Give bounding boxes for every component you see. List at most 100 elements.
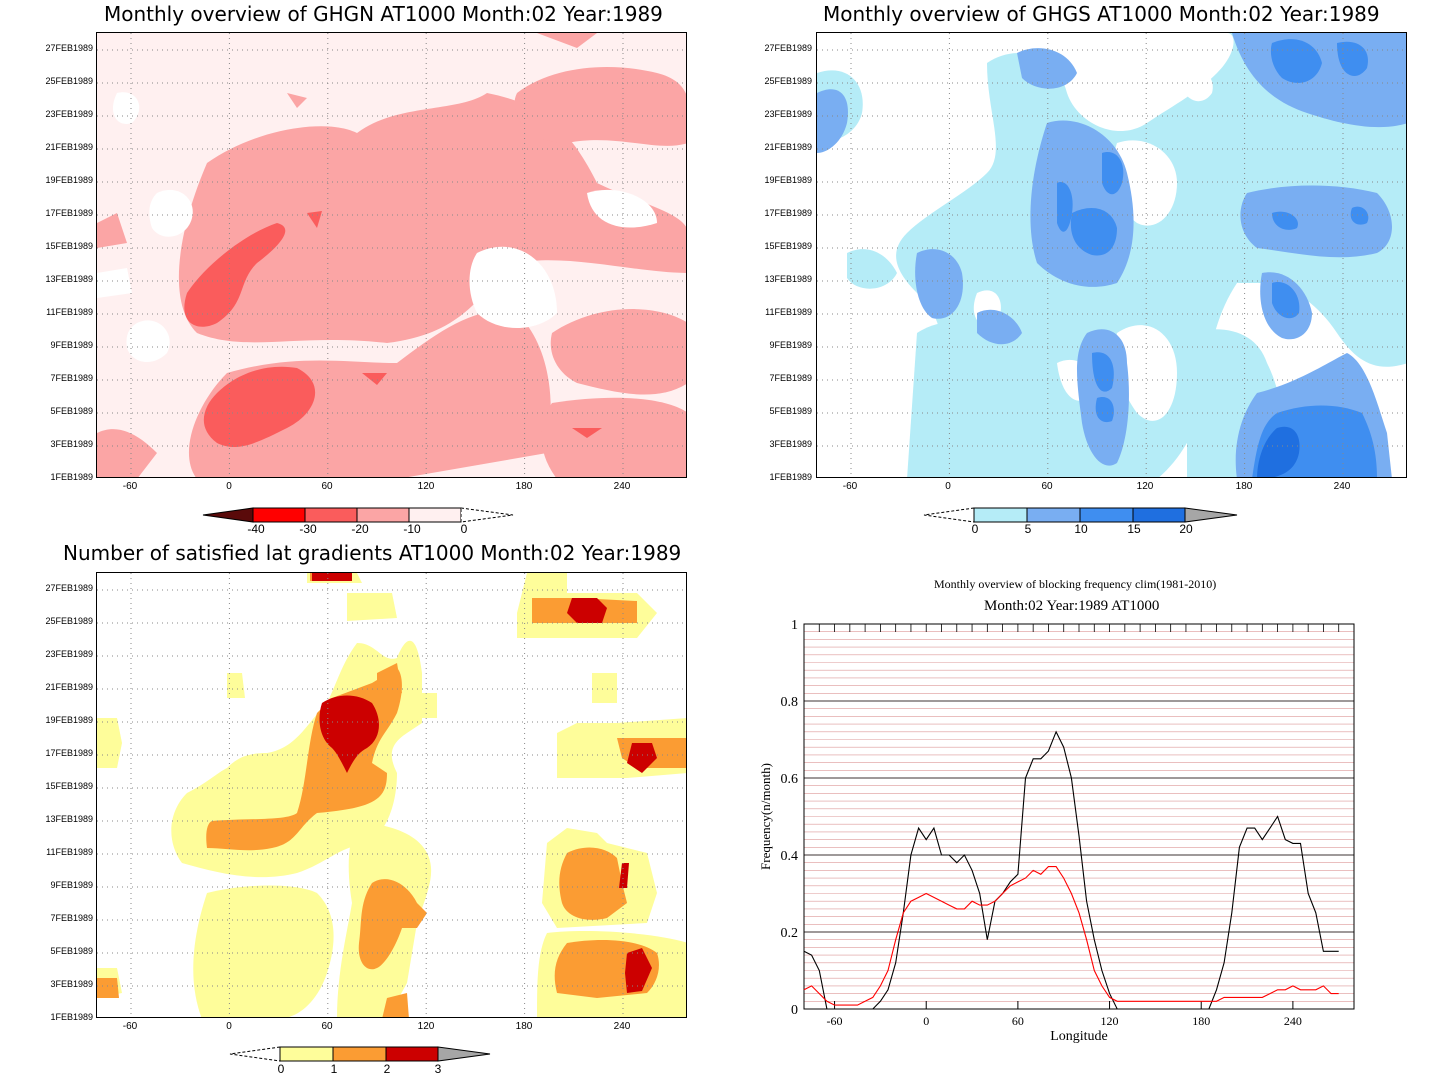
ghgs-plot [816, 32, 1407, 478]
date-label: 17FEB1989 [764, 208, 812, 218]
date-label: 25FEB1989 [45, 616, 93, 626]
x-tick-label: 180 [1192, 1014, 1210, 1028]
date-label: 1FEB1989 [50, 472, 93, 482]
lon-label: 0 [226, 1021, 232, 1032]
lon-label: 60 [321, 481, 333, 492]
colorbar-label: 0 [971, 522, 979, 536]
lon-label: 120 [417, 481, 435, 492]
date-label: 9FEB1989 [769, 340, 812, 350]
lon-label: 60 [1041, 481, 1053, 492]
colorbar-label: 1 [330, 1062, 338, 1076]
y-tick-label: 0 [791, 1003, 798, 1018]
colorbar-label: 10 [1074, 522, 1088, 536]
ghgs-field [817, 33, 1406, 477]
date-label: 9FEB1989 [50, 880, 93, 890]
lon-label: 180 [515, 1021, 533, 1032]
date-label: 15FEB1989 [764, 241, 812, 251]
lon-label: 180 [515, 481, 533, 492]
date-label: 11FEB1989 [46, 307, 93, 317]
grid-lines [817, 33, 1406, 477]
freq-chart: 0 0.2 0.4 0.6 0.8 1 -60 0 60 120 180 240 Longitude Fr… [758, 618, 1355, 1044]
date-label: 13FEB1989 [45, 274, 93, 284]
grid-lines [97, 33, 686, 477]
ghgn-plot [96, 32, 687, 478]
lon-label: 0 [226, 481, 232, 492]
lon-label: 0 [945, 481, 951, 492]
colorbar-label: 20 [1179, 522, 1193, 536]
date-label: 23FEB1989 [764, 109, 812, 119]
grad-title: Number of satisfied lat gradients AT1000… [63, 541, 682, 565]
date-label: 21FEB1989 [45, 682, 93, 692]
lon-label: 120 [417, 1021, 435, 1032]
date-label: 27FEB1989 [45, 43, 93, 53]
lon-label: 180 [1235, 481, 1253, 492]
y-tick-label: 0.4 [781, 849, 799, 864]
series-line [803, 866, 1339, 1006]
date-label: 7FEB1989 [769, 373, 812, 383]
y-tick-label: 0.6 [781, 772, 799, 787]
x-tick-label: 0 [923, 1014, 929, 1028]
date-label: 13FEB1989 [764, 274, 812, 284]
colorbar-label: 3 [434, 1062, 442, 1076]
lon-label: 240 [613, 481, 631, 492]
date-label: 19FEB1989 [45, 715, 93, 725]
x-tick-label: -60 [827, 1014, 843, 1028]
colorbar-label: -30 [299, 522, 317, 536]
colorbar-label: -10 [403, 522, 421, 536]
date-label: 19FEB1989 [45, 175, 93, 185]
date-label: 13FEB1989 [45, 814, 93, 824]
date-label: 3FEB1989 [769, 439, 812, 449]
date-label: 27FEB1989 [45, 583, 93, 593]
freq-title: Monthly overview of blocking frequency c… [934, 577, 1217, 591]
date-label: 25FEB1989 [764, 76, 812, 86]
date-label: 3FEB1989 [50, 439, 93, 449]
date-label: 15FEB1989 [45, 241, 93, 251]
date-label: 19FEB1989 [764, 175, 812, 185]
grad-plot [96, 572, 687, 1018]
date-label: 25FEB1989 [45, 76, 93, 86]
grad-field [97, 573, 686, 1017]
x-tick-label: 120 [1101, 1014, 1119, 1028]
x-axis-label: Longitude [1050, 1029, 1108, 1044]
ghgs-colorbar [923, 507, 1238, 523]
lon-label: -60 [122, 481, 138, 492]
colorbar-label: -20 [351, 522, 369, 536]
lon-label: 120 [1136, 481, 1154, 492]
lon-label: 240 [1333, 481, 1351, 492]
colorbar-label: -40 [247, 522, 265, 536]
date-label: 23FEB1989 [45, 649, 93, 659]
date-label: 7FEB1989 [50, 913, 93, 923]
freq-subtitle: Month:02 Year:1989 AT1000 [984, 598, 1160, 614]
grad-colorbar [229, 1046, 491, 1062]
grid-lines [97, 573, 686, 1017]
date-label: 3FEB1989 [50, 979, 93, 989]
y-axis-label: Frequency(n/month) [758, 763, 773, 870]
y-tick-label: 1 [791, 618, 798, 633]
y-tick-label: 0.8 [781, 695, 799, 710]
date-label: 5FEB1989 [50, 946, 93, 956]
lon-label: 240 [613, 1021, 631, 1032]
date-label: 1FEB1989 [50, 1012, 93, 1022]
series-line [803, 730, 1339, 1010]
lon-label: -60 [842, 481, 858, 492]
date-label: 17FEB1989 [45, 208, 93, 218]
colorbar-label: 0 [277, 1062, 285, 1076]
date-label: 5FEB1989 [769, 406, 812, 416]
x-tick-label: 240 [1284, 1014, 1302, 1028]
date-label: 23FEB1989 [45, 109, 93, 119]
date-label: 11FEB1989 [765, 307, 812, 317]
date-label: 15FEB1989 [45, 781, 93, 791]
colorbar-label: 15 [1127, 522, 1141, 536]
lon-label: 60 [321, 1021, 333, 1032]
date-label: 21FEB1989 [764, 142, 812, 152]
date-label: 9FEB1989 [50, 340, 93, 350]
date-label: 21FEB1989 [45, 142, 93, 152]
colorbar-label: 0 [460, 522, 468, 536]
date-label: 7FEB1989 [50, 373, 93, 383]
date-label: 27FEB1989 [764, 43, 812, 53]
date-label: 17FEB1989 [45, 748, 93, 758]
date-label: 1FEB1989 [769, 472, 812, 482]
y-tick-label: 0.2 [781, 926, 799, 941]
date-label: 5FEB1989 [50, 406, 93, 416]
date-label: 11FEB1989 [46, 847, 93, 857]
